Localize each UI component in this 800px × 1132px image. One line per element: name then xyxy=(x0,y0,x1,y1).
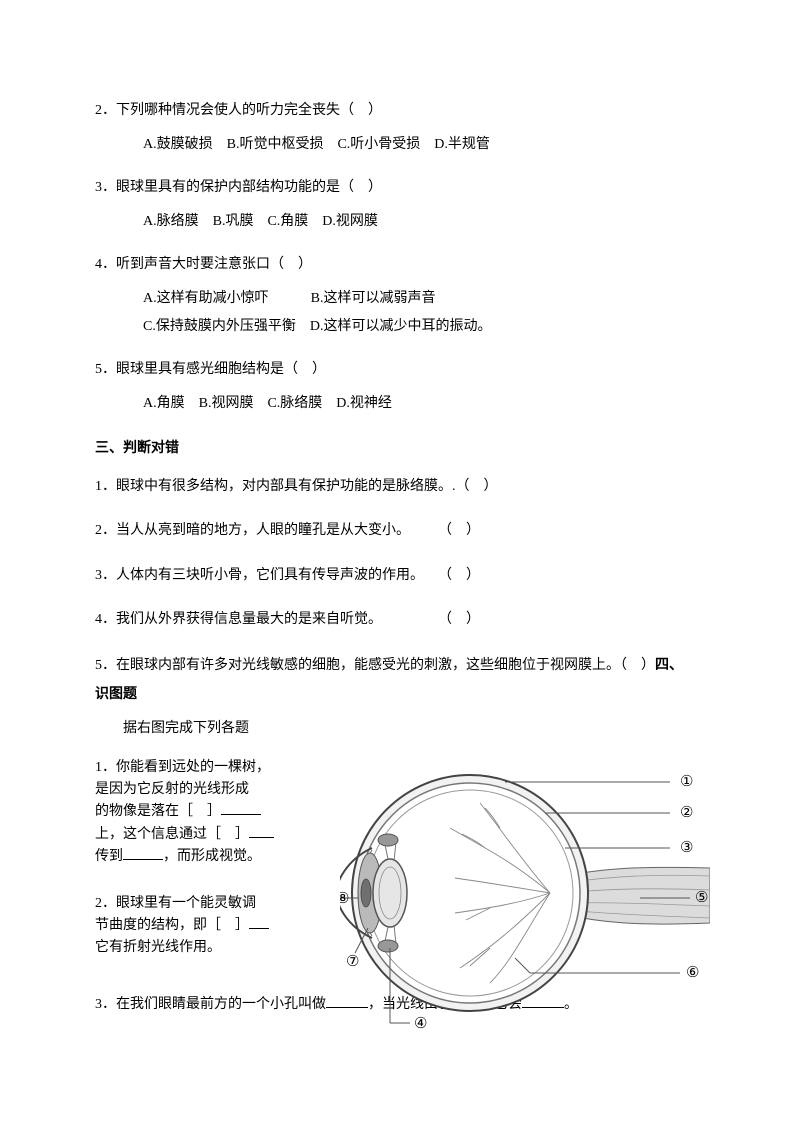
question-4-text: 4．听到声音大时要注意张口（ ） xyxy=(95,254,705,276)
svg-text:⑤: ⑤ xyxy=(695,890,708,906)
diagram-q1: 1．你能看到远处的一棵树， 是因为它反射的光线形成 的物像是落在［ ］ 上，这个… xyxy=(95,757,325,869)
question-2: 2．下列哪种情况会使人的听力完全丧失（ ） A.鼓膜破损 B.听觉中枢受损 C.… xyxy=(95,100,705,157)
svg-text:①: ① xyxy=(680,774,693,790)
judge-2: 2．当人从亮到暗的地方，人眼的瞳孔是从大变小。 （ ） xyxy=(95,520,705,542)
question-5: 5．眼球里具有感光细胞结构是（ ） A.角膜 B.视网膜 C.脉络膜 D.视神经 xyxy=(95,359,705,416)
blank[interactable] xyxy=(123,859,163,860)
diagram-questions: 据右图完成下列各题 1．你能看到远处的一棵树， 是因为它反射的光线形成 的物像是… xyxy=(95,718,325,960)
svg-text:⑧: ⑧ xyxy=(340,891,349,907)
svg-text:④: ④ xyxy=(414,1016,427,1032)
question-3: 3．眼球里具有的保护内部结构功能的是（ ） A.脉络膜 B.巩膜 C.角膜 D.… xyxy=(95,177,705,234)
blank[interactable] xyxy=(249,928,269,929)
svg-text:②: ② xyxy=(680,805,693,821)
question-4-options-row1: A.这样有助减小惊吓 B.这样可以减弱声音 xyxy=(95,288,705,310)
judge-3: 3．人体内有三块听小骨，它们具有传导声波的作用。 （ ） xyxy=(95,565,705,587)
question-2-options: A.鼓膜破损 B.听觉中枢受损 C.听小骨受损 D.半规管 xyxy=(95,134,705,156)
blank[interactable] xyxy=(249,837,274,838)
judge-4: 4．我们从外界获得信息量最大的是来自听觉。 （ ） xyxy=(95,609,705,631)
judge-5-text: 5．在眼球内部有许多对光线敏感的细胞，能感受光的刺激，这些细胞位于视网膜上。（ … xyxy=(95,658,655,673)
question-4: 4．听到声音大时要注意张口（ ） A.这样有助减小惊吓 B.这样可以减弱声音 C… xyxy=(95,254,705,339)
question-3-text: 3．眼球里具有的保护内部结构功能的是（ ） xyxy=(95,177,705,199)
diagram-intro: 据右图完成下列各题 xyxy=(95,718,325,740)
section-4-inline: 四、 xyxy=(655,656,683,672)
diagram-section: ① ② ③ ⑤ ⑥ ④ ⑦ ⑧ 据右图完成下列各题 1．你能看到远处的一棵树， … xyxy=(95,718,705,1016)
eye-diagram: ① ② ③ ⑤ ⑥ ④ ⑦ ⑧ xyxy=(340,748,710,1038)
question-4-options-row2: C.保持鼓膜内外压强平衡 D.这样可以减少中耳的振动。 xyxy=(95,316,705,338)
blank[interactable] xyxy=(221,814,261,815)
judge-1: 1．眼球中有很多结构，对内部具有保护功能的是脉络膜。.（ ） xyxy=(95,476,705,498)
diagram-q2: 2．眼球里有一个能灵敏调 节曲度的结构，即［ ］ 它有折射光线作用。 xyxy=(95,893,325,960)
svg-text:⑥: ⑥ xyxy=(686,965,699,981)
question-5-text: 5．眼球里具有感光细胞结构是（ ） xyxy=(95,359,705,381)
question-5-options: A.角膜 B.视网膜 C.脉络膜 D.视神经 xyxy=(95,393,705,415)
question-3-options: A.脉络膜 B.巩膜 C.角膜 D.视网膜 xyxy=(95,211,705,233)
section-3-header: 三、判断对错 xyxy=(95,436,705,458)
section-4-header: 识图题 xyxy=(95,682,705,704)
svg-text:③: ③ xyxy=(680,840,693,856)
svg-text:⑦: ⑦ xyxy=(346,954,359,970)
judge-5-line: 5．在眼球内部有许多对光线敏感的细胞，能感受光的刺激，这些细胞位于视网膜上。（ … xyxy=(95,653,705,677)
question-2-text: 2．下列哪种情况会使人的听力完全丧失（ ） xyxy=(95,100,705,122)
